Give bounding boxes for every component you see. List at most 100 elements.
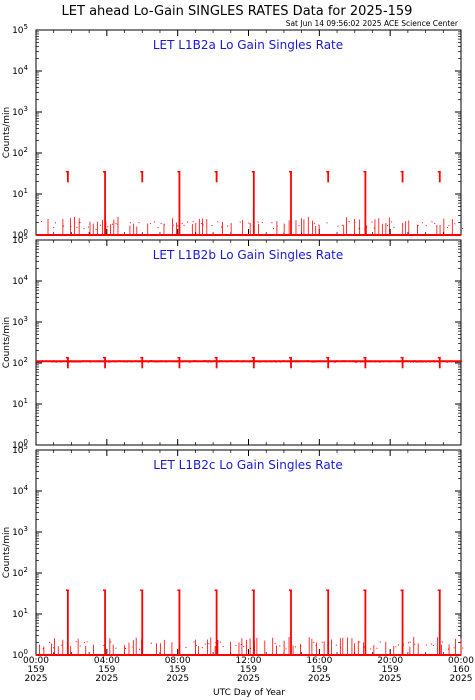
y-tick-base: 10 <box>12 528 24 538</box>
band-dot <box>452 360 454 362</box>
band-dot <box>133 360 135 363</box>
band-dot <box>208 360 211 362</box>
band-dot <box>414 360 416 362</box>
band-dot <box>257 360 259 362</box>
x-tick-time: 16:00 <box>306 656 332 666</box>
y-tick-label: 102 <box>12 356 28 369</box>
band-dot <box>252 360 254 362</box>
noise-dot <box>298 225 300 227</box>
band-dot <box>74 361 76 363</box>
noise-dot <box>202 224 204 226</box>
y-tick-base: 10 <box>12 236 24 246</box>
band-dot <box>289 360 291 363</box>
band-dot <box>384 360 386 363</box>
noise-dot <box>239 221 241 223</box>
noise-dot <box>53 227 55 229</box>
y-axis-label: Counts/min <box>2 107 12 158</box>
noise-dot <box>227 225 229 227</box>
noise-dot <box>341 224 343 226</box>
band-dot <box>448 361 450 363</box>
y-tick-label: 102 <box>12 566 28 579</box>
y-tick-exponent: 3 <box>24 105 28 113</box>
band-dot <box>196 360 198 362</box>
panel-title: LET L1B2b Lo Gain Singles Rate <box>153 248 344 262</box>
band-dot <box>128 360 130 362</box>
band-dot <box>102 361 104 363</box>
band-dot <box>75 361 77 363</box>
noise-dot <box>462 647 464 649</box>
band-dot <box>87 360 89 363</box>
band-dot <box>211 360 213 362</box>
band-dot <box>449 360 451 362</box>
band-dot <box>353 360 355 362</box>
noise-dot <box>208 643 210 645</box>
band-dot <box>269 360 271 363</box>
y-tick-exponent: 3 <box>24 525 28 533</box>
noise-dot <box>354 222 356 224</box>
band-dot <box>121 360 123 362</box>
band-dot <box>143 360 145 362</box>
band-dot <box>183 360 185 362</box>
band-dot <box>201 360 203 363</box>
band-dot <box>363 361 365 363</box>
band-dot <box>282 360 284 362</box>
band-dot <box>332 360 334 363</box>
band-dot <box>155 361 157 363</box>
band-dot <box>285 360 287 362</box>
band-dot <box>64 360 66 362</box>
y-tick-base: 10 <box>12 67 24 77</box>
band-dot <box>364 361 366 363</box>
band-dot <box>112 360 114 362</box>
band-dot <box>400 360 402 362</box>
noise-dot <box>195 644 197 646</box>
band-dot <box>106 360 109 362</box>
panel-title: LET L1B2a Lo Gain Singles Rate <box>153 38 343 52</box>
band-dot <box>78 361 80 363</box>
band-dot <box>98 360 100 362</box>
noise-dot <box>430 643 432 645</box>
band-dot <box>349 360 351 362</box>
band-dot <box>232 360 235 363</box>
y-tick-label: 104 <box>12 484 28 497</box>
noise-dot <box>250 647 252 649</box>
band-dot <box>278 360 280 362</box>
band-dot <box>258 361 260 363</box>
band-dot <box>286 361 288 363</box>
noise-dot <box>271 222 273 224</box>
band-dot <box>262 360 264 362</box>
band-dot <box>316 360 318 362</box>
noise-dot <box>290 225 292 227</box>
noise-dot <box>107 226 109 228</box>
band-dot <box>51 361 53 363</box>
band-dot <box>377 360 379 362</box>
band-dot <box>359 360 361 363</box>
band-dot <box>265 361 267 363</box>
noise-dot <box>398 644 400 646</box>
band-dot <box>115 361 117 363</box>
band-dot <box>220 360 222 362</box>
band-dot <box>170 360 172 363</box>
noise-dot <box>313 222 315 224</box>
noise-dot <box>300 645 302 647</box>
y-tick-exponent: 4 <box>24 274 29 282</box>
band-dot <box>71 361 73 363</box>
band-dot <box>186 360 188 363</box>
band-dot <box>197 361 199 363</box>
band-dot <box>300 360 303 362</box>
band-dot <box>130 361 133 363</box>
band-dot <box>360 361 362 363</box>
noise-dot <box>327 645 329 647</box>
y-tick-exponent: 0 <box>24 438 28 446</box>
band-dot <box>319 360 321 362</box>
band-dot <box>190 361 192 363</box>
band-dot <box>227 361 229 363</box>
band-dot <box>140 361 143 363</box>
band-dot <box>271 361 273 363</box>
series-data <box>36 356 463 369</box>
band-dot <box>281 360 283 362</box>
band-dot <box>344 360 347 362</box>
band-dot <box>89 361 92 363</box>
band-dot <box>145 360 147 362</box>
noise-dot <box>66 647 68 649</box>
